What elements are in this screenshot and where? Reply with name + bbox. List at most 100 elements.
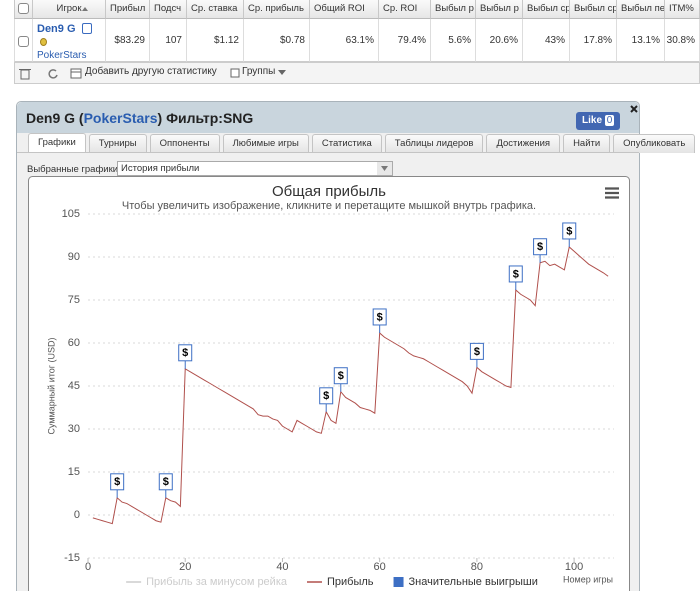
y-axis-title: Суммарный итог (USD): [46, 337, 56, 434]
y-tick-label: 90: [68, 251, 80, 263]
title-site-link[interactable]: PokerStars: [83, 110, 158, 126]
y-tick-label: -15: [64, 552, 80, 564]
stat-cell: $1.12: [187, 19, 244, 62]
column-header[interactable]: Выбыл ср: [570, 0, 617, 19]
flag-label: $: [114, 476, 120, 488]
stat-cell: 107: [150, 19, 187, 62]
player-cell: [33, 19, 106, 62]
column-header[interactable]: Выбыл ср: [523, 0, 570, 19]
tab[interactable]: Найти: [563, 134, 611, 153]
stat-cell: 5.6%: [431, 19, 476, 62]
panel-title: Den9 G (PokerStars) Фильтр:SNG: [26, 110, 253, 126]
stat-cell: 17.8%: [570, 19, 617, 62]
like-count: 0: [604, 115, 615, 126]
flag[interactable]: [508, 265, 523, 283]
x-tick-label: 100: [565, 561, 583, 573]
refresh-icon[interactable]: [47, 67, 59, 80]
profit-line: [92, 246, 609, 525]
tab[interactable]: Опубликовать: [613, 134, 696, 153]
flag-label: $: [323, 390, 329, 402]
chart-title: Общая прибыль: [272, 183, 386, 200]
export-icon[interactable]: [82, 23, 92, 34]
trash-icon[interactable]: [19, 67, 31, 80]
tab[interactable]: Статистика: [311, 134, 382, 153]
column-header[interactable]: Общий ROI: [310, 0, 379, 19]
title-player: Den9 G (: [26, 110, 84, 126]
site-link[interactable]: PokerStars: [37, 50, 87, 61]
legend-label[interactable]: Значительные выигрыши: [409, 576, 538, 588]
flag[interactable]: [158, 473, 173, 491]
flag[interactable]: [110, 473, 125, 491]
y-tick-label: 30: [68, 423, 80, 435]
tab[interactable]: Любимые игры: [222, 134, 309, 153]
flag-label: $: [338, 370, 344, 382]
stat-cell: $83.29: [106, 19, 150, 62]
stat-cell: $0.78: [244, 19, 310, 62]
checkbox[interactable]: [18, 36, 29, 47]
sort-arrow: [82, 4, 88, 11]
y-tick-label: 75: [68, 294, 80, 306]
flag[interactable]: [372, 308, 387, 326]
title-filter: ) Фильтр:SNG: [157, 110, 254, 126]
stat-cell: 43%: [523, 19, 570, 62]
chart-select[interactable]: История прибыли: [117, 161, 393, 176]
close-button[interactable]: [630, 105, 638, 113]
award-icon: [40, 38, 47, 46]
player-name[interactable]: Den9 G: [37, 23, 76, 35]
stat-cell: 63.1%: [310, 19, 379, 62]
stat-cell: 20.6%: [476, 19, 523, 62]
flag-label: $: [513, 268, 519, 280]
tab[interactable]: Достижения: [486, 134, 561, 153]
legend-label[interactable]: Прибыль за минусом рейка: [146, 576, 288, 588]
column-header[interactable]: Выбыл р: [476, 0, 523, 19]
x-axis-title: Номер игры: [563, 574, 613, 584]
column-header[interactable]: Подсч: [150, 0, 187, 19]
flag[interactable]: [562, 222, 577, 240]
tabs: Графики Турниры Оппоненты Любимые игры Стати…: [28, 133, 696, 153]
flag-label: $: [182, 347, 188, 359]
legend-symbol[interactable]: [393, 577, 404, 587]
column-header[interactable]: Ср. прибыль: [244, 0, 310, 19]
panel-header: [17, 102, 639, 133]
flag-label: $: [566, 225, 572, 237]
y-tick-label: 15: [68, 466, 80, 478]
toolbar: Добавить другую статистику Группы: [14, 62, 700, 84]
x-tick-label: 0: [85, 561, 91, 573]
groups-menu[interactable]: Группы: [242, 66, 276, 77]
legend-label[interactable]: Прибыль: [327, 576, 374, 588]
flag[interactable]: [178, 344, 193, 362]
column-header[interactable]: Выбыл р: [431, 0, 476, 19]
flag[interactable]: [533, 238, 548, 256]
x-tick-label: 20: [179, 561, 191, 573]
chart-frame: [28, 176, 630, 591]
y-tick-label: 105: [62, 208, 80, 220]
add-stat-link[interactable]: Добавить другую статистику: [85, 66, 217, 77]
select-value: История прибыли: [121, 163, 200, 174]
tab[interactable]: Таблицы лидеров: [384, 134, 484, 153]
flag-label: $: [474, 346, 480, 358]
column-header[interactable]: Игрок: [33, 0, 106, 19]
column-header[interactable]: Ср. ROI: [379, 0, 431, 19]
x-tick-label: 60: [374, 561, 386, 573]
flag[interactable]: [469, 342, 484, 360]
like-button[interactable]: Like 0: [576, 112, 621, 130]
stats-table: Игрок Прибыл Подсч Ср. ставка Ср. прибыль Общ…: [0, 0, 700, 62]
column-header[interactable]: Выбыл пе: [617, 0, 665, 19]
column-header[interactable]: ITM%: [665, 0, 700, 19]
tab[interactable]: Турниры: [88, 134, 147, 153]
tab[interactable]: Графики: [28, 133, 86, 153]
add-icon: [70, 68, 82, 79]
tab[interactable]: Оппоненты: [149, 134, 220, 153]
checkbox[interactable]: [18, 3, 29, 14]
menu-button[interactable]: [604, 186, 620, 200]
column-header[interactable]: Ср. ставка: [187, 0, 244, 19]
selector-label: Выбранные графики:: [27, 164, 121, 175]
x-tick-label: 40: [276, 561, 288, 573]
flag-label: $: [377, 311, 383, 323]
column-header[interactable]: Прибыл: [106, 0, 150, 19]
flag[interactable]: [319, 387, 334, 405]
flag[interactable]: [333, 367, 348, 385]
chart-subtitle: Чтобы увеличить изображение, кликните и …: [122, 200, 536, 212]
row-check-cell: [14, 19, 33, 62]
